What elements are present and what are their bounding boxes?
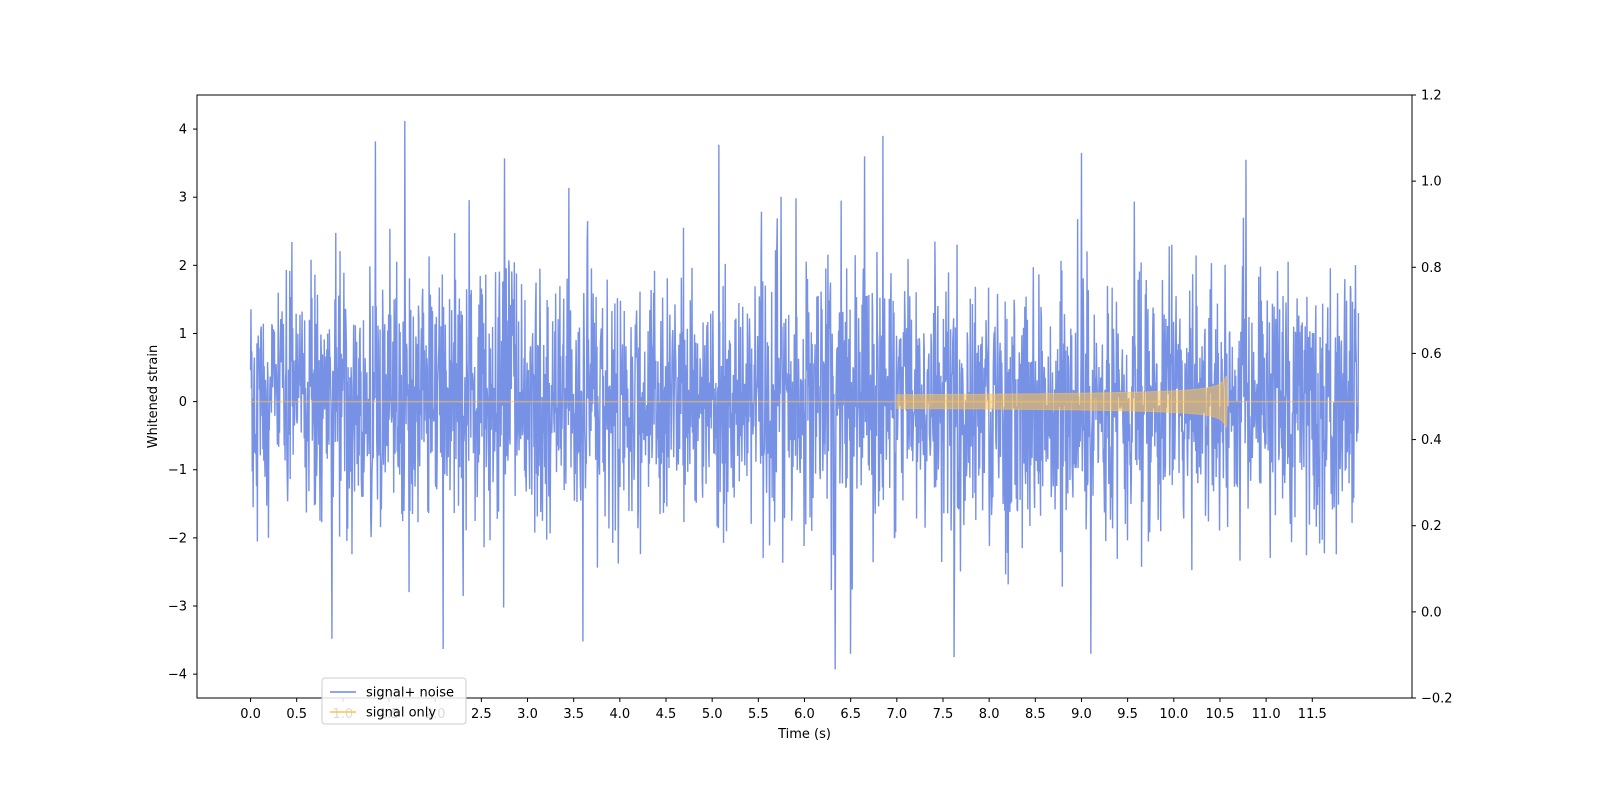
x-tick-label: 11.5 — [1298, 707, 1327, 722]
x-tick-label: 6.5 — [840, 707, 861, 722]
x-tick-label: 3.5 — [563, 707, 584, 722]
y-tick-label: 1 — [179, 327, 187, 342]
y2-tick-label: 0.0 — [1421, 605, 1442, 620]
x-tick-label: 11.0 — [1252, 707, 1281, 722]
x-tick-label: 4.0 — [610, 707, 631, 722]
y-axis-label: Whitened strain — [146, 345, 161, 448]
x-tick-label: 5.5 — [748, 707, 769, 722]
x-tick-label: 5.0 — [702, 707, 723, 722]
x-axis-label: Time (s) — [777, 727, 831, 742]
y-axis-left: −4 −3 −2 −1 0 1 2 3 4 — [168, 123, 197, 683]
y-tick-label: −3 — [168, 600, 187, 615]
y2-tick-label: 1.2 — [1421, 89, 1442, 104]
legend: signal+ noise signal only — [321, 677, 467, 725]
x-tick-label: 10.0 — [1159, 707, 1188, 722]
y2-tick-label: 0.8 — [1421, 261, 1442, 276]
x-tick-label: 4.5 — [656, 707, 677, 722]
x-tick-label: 0.5 — [286, 707, 307, 722]
x-tick-label: 9.0 — [1071, 707, 1092, 722]
y-tick-label: −4 — [168, 668, 187, 683]
legend-box — [321, 677, 467, 725]
x-tick-label: 3.0 — [517, 707, 538, 722]
x-tick-label: 6.0 — [794, 707, 815, 722]
series-line-signal-plus-noise — [249, 120, 1360, 670]
y-tick-label: 2 — [179, 259, 187, 274]
x-tick-label: 8.0 — [979, 707, 1000, 722]
x-tick-label: 9.5 — [1117, 707, 1138, 722]
y2-tick-label: 1.0 — [1421, 175, 1442, 190]
y2-tick-label: 0.6 — [1421, 347, 1442, 362]
x-tick-label: 10.5 — [1205, 707, 1234, 722]
x-tick-label: 2.5 — [471, 707, 492, 722]
y2-tick-label: −0.2 — [1421, 692, 1453, 707]
y-tick-label: −2 — [168, 531, 187, 546]
y-tick-label: 0 — [179, 395, 187, 410]
y-tick-label: 3 — [179, 191, 187, 206]
legend-entry-signal-only: signal only — [366, 706, 436, 721]
series-signal-plus-noise — [249, 120, 1360, 670]
y2-tick-label: 0.4 — [1421, 433, 1442, 448]
y-tick-label: 4 — [179, 123, 187, 138]
x-tick-label: 0.0 — [240, 707, 261, 722]
series-signal-only — [250, 375, 1359, 428]
y-tick-label: −1 — [168, 463, 187, 478]
x-tick-label: 7.5 — [933, 707, 954, 722]
y2-tick-label: 0.2 — [1421, 519, 1442, 534]
x-tick-label: 7.0 — [886, 707, 907, 722]
y-axis-right: −0.2 0.0 0.2 0.4 0.6 0.8 1.0 1.2 — [1412, 89, 1453, 707]
x-tick-label: 8.5 — [1025, 707, 1046, 722]
legend-entry-signal-plus-noise: signal+ noise — [366, 686, 454, 701]
